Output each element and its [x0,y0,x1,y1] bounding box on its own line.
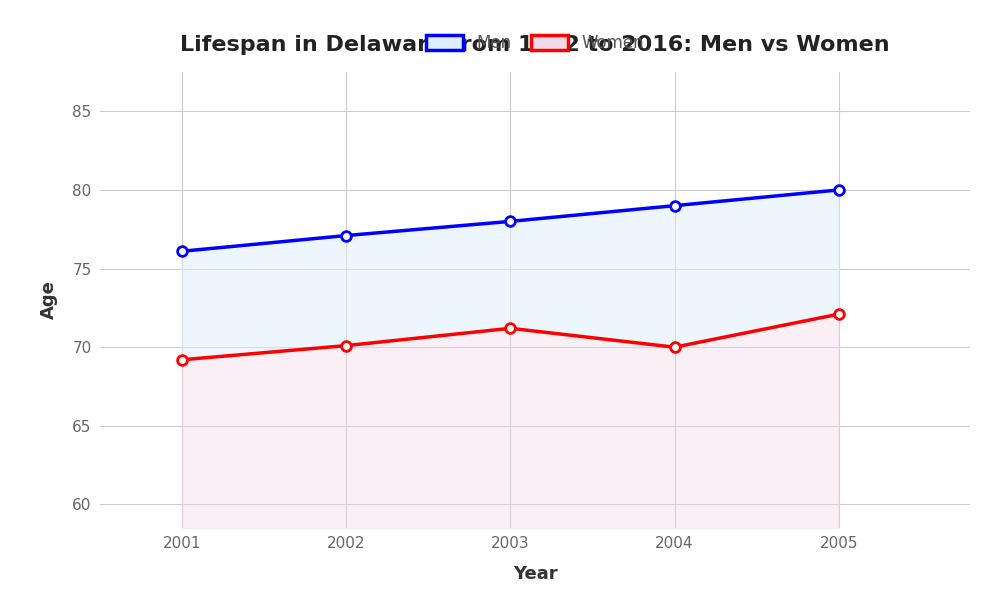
Y-axis label: Age: Age [40,281,58,319]
X-axis label: Year: Year [513,565,557,583]
Title: Lifespan in Delaware from 1962 to 2016: Men vs Women: Lifespan in Delaware from 1962 to 2016: … [180,35,890,55]
Legend: Men, Women: Men, Women [418,26,652,60]
